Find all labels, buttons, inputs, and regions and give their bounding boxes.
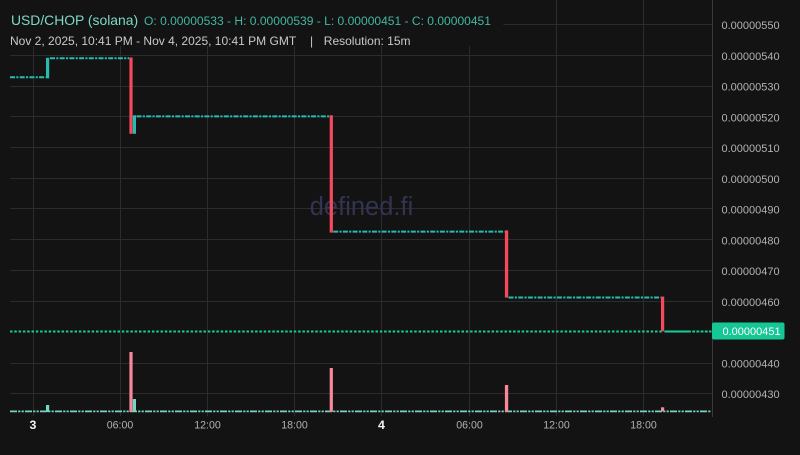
svg-text:0.00000530: 0.00000530 (722, 82, 780, 94)
svg-text:0.00000480: 0.00000480 (722, 235, 780, 247)
svg-text:18:00: 18:00 (281, 419, 308, 431)
svg-text:O: 0.00000533 - H: 0.00000539: O: 0.00000533 - H: 0.00000539 - L: 0.000… (144, 14, 491, 28)
svg-text:12:00: 12:00 (543, 419, 570, 431)
svg-text:0.00000460: 0.00000460 (722, 297, 780, 309)
svg-text:4: 4 (378, 418, 385, 432)
svg-text:Resolution: 15m: Resolution: 15m (324, 34, 411, 48)
svg-text:18:00: 18:00 (630, 419, 657, 431)
svg-text:defined.fi: defined.fi (310, 193, 414, 221)
svg-text:0.00000490: 0.00000490 (722, 205, 780, 217)
svg-text:0.00000440: 0.00000440 (722, 358, 780, 370)
svg-text:06:00: 06:00 (456, 419, 483, 431)
svg-text:0.00000451: 0.00000451 (723, 326, 781, 338)
svg-text:USD/CHOP (solana): USD/CHOP (solana) (11, 12, 138, 28)
svg-text:0.00000500: 0.00000500 (722, 174, 780, 186)
svg-text:12:00: 12:00 (194, 419, 221, 431)
svg-text:0.00000510: 0.00000510 (722, 143, 780, 155)
svg-text:|: | (310, 34, 313, 48)
svg-text:0.00000470: 0.00000470 (722, 266, 780, 278)
svg-text:0.00000550: 0.00000550 (722, 20, 780, 32)
svg-text:3: 3 (30, 418, 37, 432)
svg-text:0.00000520: 0.00000520 (722, 112, 780, 124)
svg-text:Nov 2, 2025, 10:41 PM - Nov 4,: Nov 2, 2025, 10:41 PM - Nov 4, 2025, 10:… (10, 34, 297, 48)
svg-text:0.00000430: 0.00000430 (722, 389, 780, 401)
svg-text:0.00000540: 0.00000540 (722, 51, 780, 63)
svg-text:06:00: 06:00 (107, 419, 134, 431)
